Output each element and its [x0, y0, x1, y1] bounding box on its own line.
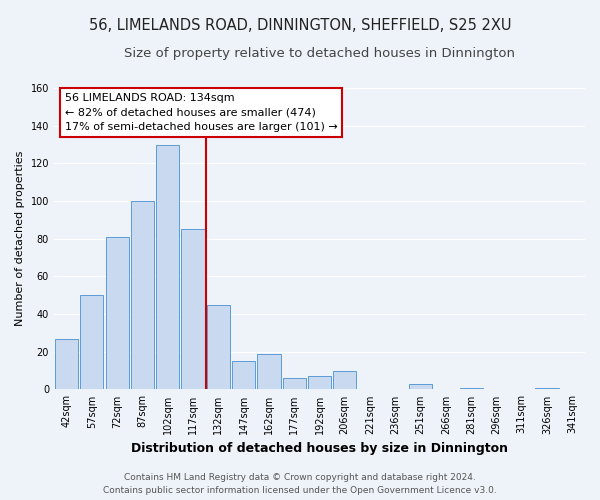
- Bar: [106, 237, 129, 390]
- Bar: [156, 144, 179, 390]
- Title: Size of property relative to detached houses in Dinnington: Size of property relative to detached ho…: [124, 48, 515, 60]
- Y-axis label: Number of detached properties: Number of detached properties: [15, 151, 25, 326]
- Bar: [308, 376, 331, 390]
- Bar: [460, 388, 483, 390]
- Bar: [409, 384, 432, 390]
- Bar: [131, 201, 154, 390]
- Bar: [283, 378, 306, 390]
- Text: Contains HM Land Registry data © Crown copyright and database right 2024.
Contai: Contains HM Land Registry data © Crown c…: [103, 474, 497, 495]
- Bar: [206, 304, 230, 390]
- Bar: [333, 370, 356, 390]
- Text: 56, LIMELANDS ROAD, DINNINGTON, SHEFFIELD, S25 2XU: 56, LIMELANDS ROAD, DINNINGTON, SHEFFIEL…: [89, 18, 511, 32]
- Bar: [80, 296, 103, 390]
- Bar: [257, 354, 281, 390]
- Bar: [232, 361, 255, 390]
- Bar: [181, 230, 205, 390]
- Bar: [535, 388, 559, 390]
- Bar: [55, 338, 78, 390]
- X-axis label: Distribution of detached houses by size in Dinnington: Distribution of detached houses by size …: [131, 442, 508, 455]
- Text: 56 LIMELANDS ROAD: 134sqm
← 82% of detached houses are smaller (474)
17% of semi: 56 LIMELANDS ROAD: 134sqm ← 82% of detac…: [65, 92, 337, 132]
